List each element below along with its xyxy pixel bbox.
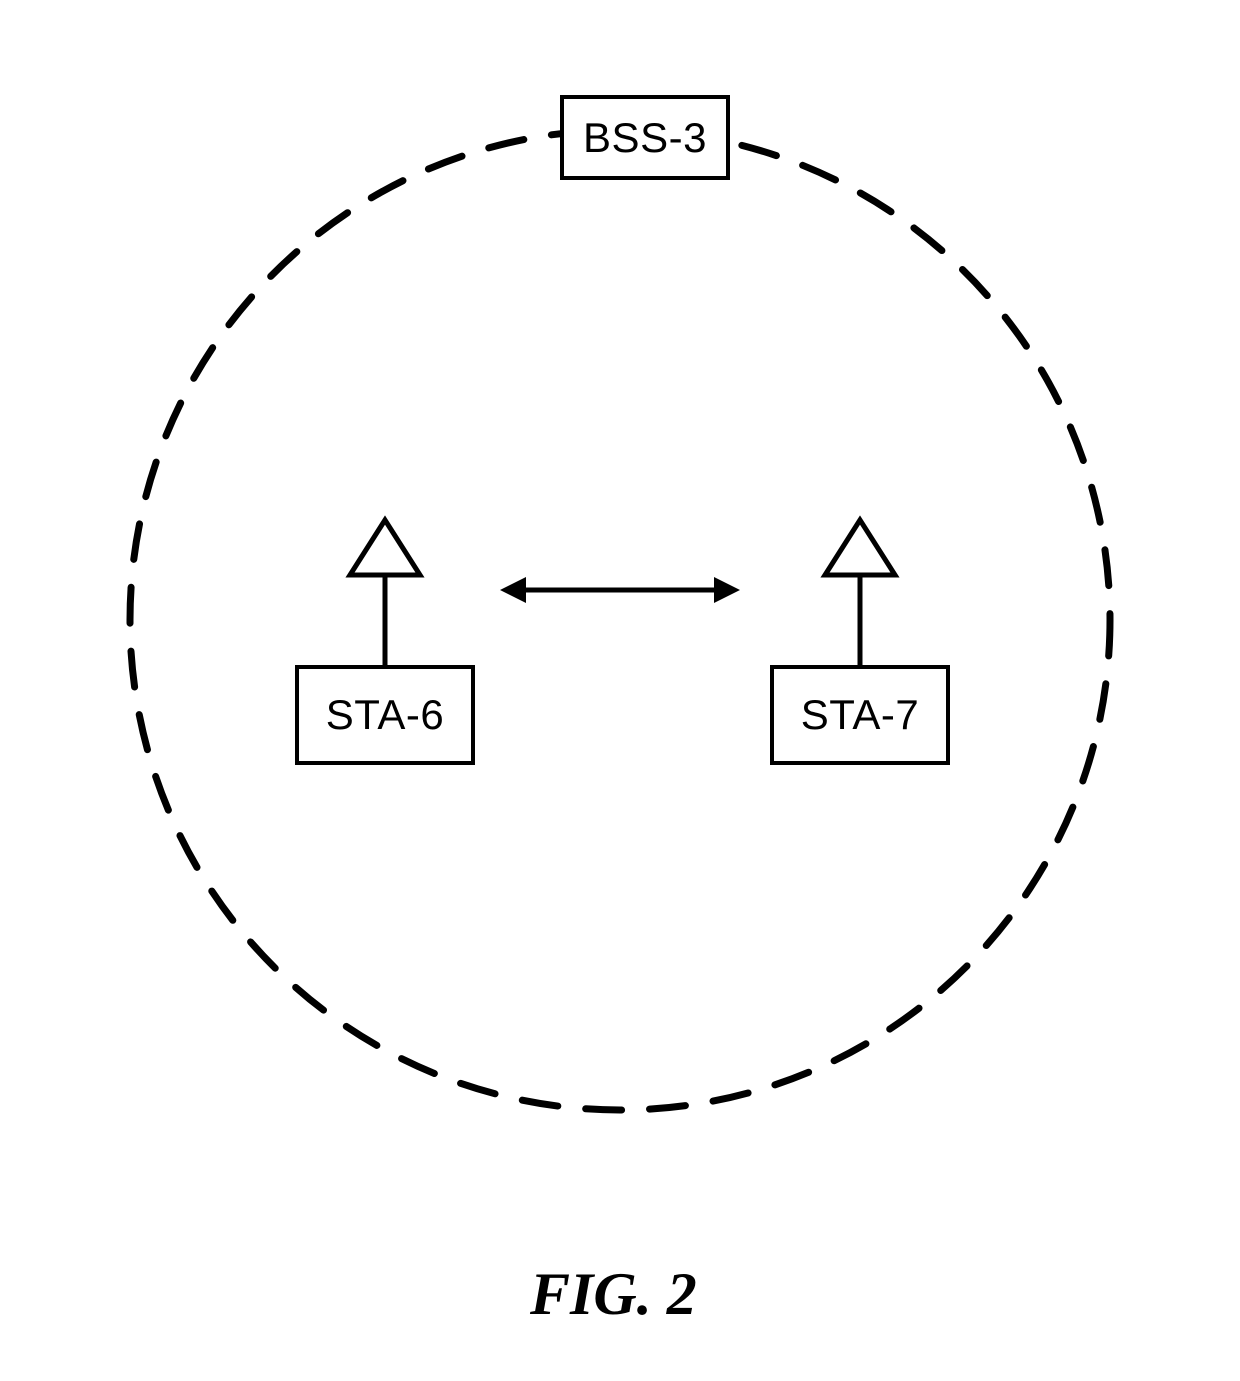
sta-7-label: STA-7 <box>801 691 919 739</box>
link-arrow <box>500 577 740 603</box>
diagram-svg <box>0 0 1240 1381</box>
bss-boundary-circle <box>130 130 1110 1110</box>
antenna-sta-6 <box>350 520 420 665</box>
figure-canvas: BSS-3 STA-6 STA-7 FIG. 2 <box>0 0 1240 1381</box>
bss-label-box: BSS-3 <box>560 95 730 180</box>
antenna-sta-7 <box>825 520 895 665</box>
bss-label-text: BSS-3 <box>583 114 707 162</box>
sta-6-label: STA-6 <box>326 691 444 739</box>
sta-7-box: STA-7 <box>770 665 950 765</box>
figure-caption: FIG. 2 <box>530 1260 697 1329</box>
sta-6-box: STA-6 <box>295 665 475 765</box>
